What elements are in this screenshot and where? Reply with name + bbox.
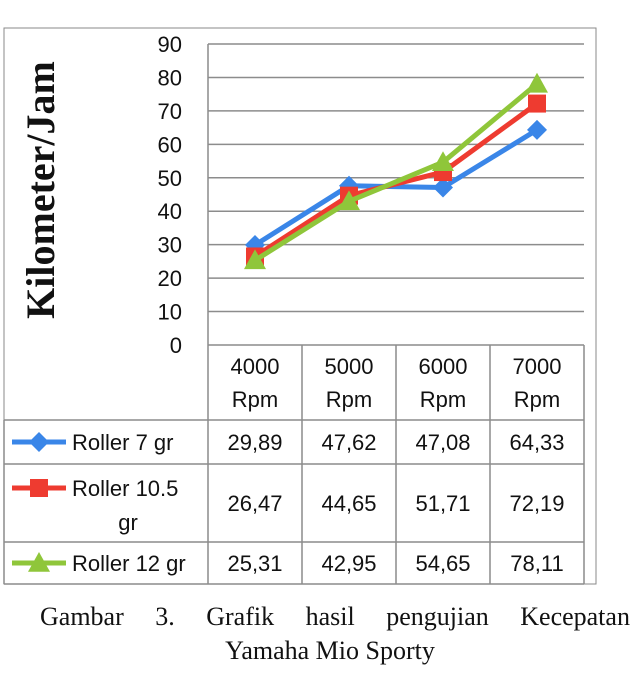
data-point [526,72,548,93]
y-tick-label: 30 [158,233,182,258]
legend-entry-label: gr [118,510,138,535]
legend-entry-label: Roller 7 gr [72,430,173,455]
x-tick-label: Rpm [232,387,278,412]
x-tick-label: Rpm [420,387,466,412]
y-tick-label: 40 [158,199,182,224]
y-axis-title: Kilometer/Jam [18,61,63,319]
data-point [244,249,266,270]
table-value: 47,62 [321,430,376,455]
y-tick-label: 50 [158,166,182,191]
x-tick-label: Rpm [514,387,560,412]
table-value: 26,47 [227,491,282,516]
caption-line-2: Yamaha Mio Sporty [225,636,435,665]
legend-entry-label: Roller 12 gr [72,551,186,576]
y-tick-label: 10 [158,300,182,325]
table-value: 64,33 [509,430,564,455]
legend-key-marker [30,479,48,497]
series-line [253,81,539,263]
x-tick-label: 5000 [325,354,374,379]
legend-key-marker [29,432,49,452]
y-tick-label: 80 [158,65,182,90]
caption-line-1: Gambar 3. Grafik hasil pengujian Kecepatan [40,600,630,634]
x-tick-label: 4000 [231,354,280,379]
table-value: 29,89 [227,430,282,455]
x-tick-label: 7000 [513,354,562,379]
data-point [338,190,360,211]
figure-caption: Gambar 3. Grafik hasil pengujian Kecepatan Ya… [40,600,630,668]
table-value: 72,19 [509,491,564,516]
data-point [432,151,454,172]
caption-word: Grafik [206,602,275,631]
y-tick-label: 20 [158,266,182,291]
caption-word: Kecepatan [520,602,630,631]
x-tick-label: Rpm [326,387,372,412]
table-value: 78,11 [510,551,563,576]
data-point [433,177,453,198]
table-value: 25,31 [227,551,282,576]
table-value: 47,08 [415,430,470,455]
caption-word: pengujian [386,602,489,631]
table-value: 42,95 [321,551,376,576]
caption-word: Gambar [40,602,124,631]
table-value: 44,65 [321,491,376,516]
series-line [253,127,539,248]
y-tick-label: 60 [158,132,182,157]
data-point [527,119,547,140]
y-tick-label: 0 [170,333,182,358]
legend-key-marker [28,552,50,572]
x-tick-label: 6000 [419,354,468,379]
table-value: 51,71 [415,491,470,516]
data-point [528,94,546,113]
caption-word: 3. [155,602,175,631]
line-chart: 0 10 20 30 40 50 60 70 80 90 Kilometer/Jam 4000 Rpm 5… [3,27,597,585]
y-tick-label: 90 [158,32,182,57]
table-value: 54,65 [415,551,470,576]
legend-entry-label: Roller 10.5 [72,476,178,501]
caption-word: hasil [305,602,355,631]
y-tick-label: 70 [158,99,182,124]
